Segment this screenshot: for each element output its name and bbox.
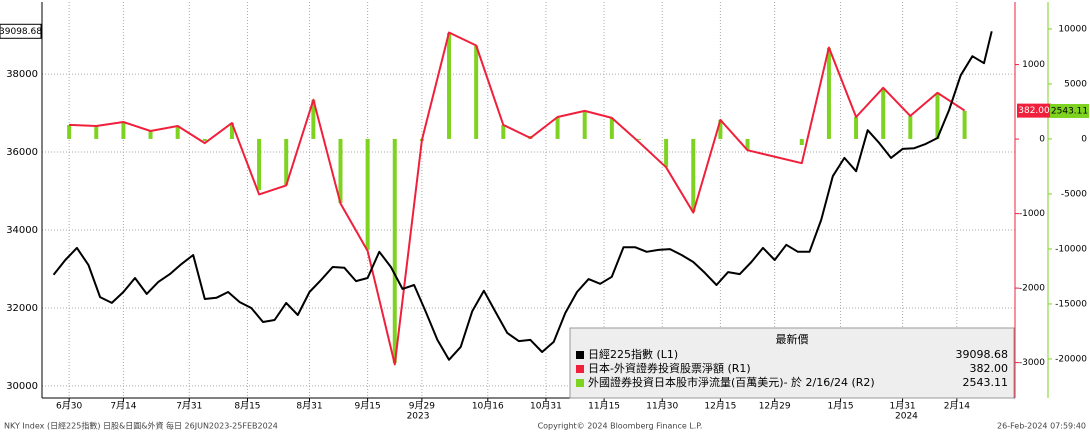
- x-tick-label: 1月15: [827, 401, 853, 412]
- y3-tick-label: 0: [1081, 134, 1087, 144]
- x-tick-label: 1月31: [889, 401, 915, 412]
- legend-swatch: [576, 351, 584, 359]
- y3-tick-label: -10000: [1055, 244, 1087, 254]
- bar: [691, 138, 696, 212]
- bar: [175, 125, 180, 139]
- bar: [392, 138, 397, 363]
- y2-tick-label: 0: [1039, 135, 1045, 145]
- bar: [311, 99, 316, 139]
- x-tick-label: 7月14: [110, 401, 136, 412]
- series-line: [69, 31, 966, 366]
- y2-tick-label: -1000: [1019, 209, 1045, 219]
- bar: [609, 117, 614, 139]
- last-value-label: 2543.11: [1051, 106, 1088, 116]
- legend-title: 最新價: [776, 332, 809, 346]
- x-tick-label: 9月15: [355, 401, 381, 412]
- footer-center: Copyright© 2024 Bloomberg Finance L.P.: [538, 422, 703, 431]
- last-value-box: [0, 23, 42, 39]
- x-tick-label: 8月31: [296, 401, 322, 412]
- bar: [121, 121, 126, 139]
- bar: [881, 87, 886, 139]
- y-tick-label: 32000: [6, 303, 38, 314]
- y3-tick-label: 10000: [1058, 24, 1087, 34]
- x-tick-label: 12月15: [704, 401, 736, 412]
- bar: [67, 124, 72, 139]
- year-label: 2024: [895, 412, 918, 422]
- last-value-label: 39098.68: [0, 27, 42, 37]
- legend-swatch: [576, 365, 584, 373]
- y-tick-label: 30000: [6, 381, 38, 392]
- bar: [365, 138, 370, 250]
- y-tick-label: 34000: [6, 225, 38, 236]
- bar: [284, 138, 289, 185]
- x-tick-label: 10月16: [472, 401, 504, 412]
- y2-tick-label: 1000: [1022, 60, 1045, 70]
- legend-box: [569, 327, 1015, 399]
- bar: [908, 115, 913, 139]
- y3-tick-label: -15000: [1055, 299, 1087, 309]
- x-tick-label: 8月15: [234, 401, 260, 412]
- bar: [338, 138, 343, 203]
- bar: [148, 130, 153, 139]
- footer-right: 26-Feb-2024 07:59:40: [997, 422, 1086, 431]
- legend-value: 39098.68: [956, 348, 1009, 361]
- x-tick-label: 10月31: [530, 401, 562, 412]
- bar: [582, 110, 587, 139]
- y2-tick-label: -2000: [1019, 284, 1045, 294]
- bar: [94, 125, 99, 139]
- legend-label: 日經225指數 (L1): [588, 347, 678, 361]
- legend-label: 日本-外資證券投資股票淨額 (R1): [588, 361, 751, 375]
- y3-tick-label: -5000: [1061, 189, 1087, 199]
- y3-tick-label: 5000: [1064, 79, 1087, 89]
- last-value-box: [1050, 103, 1089, 118]
- x-tick-label: 12月29: [759, 401, 791, 412]
- legend-swatch: [576, 379, 584, 387]
- x-tick-label: 2月14: [944, 401, 970, 412]
- footer-left: NKY Index (日經225指數) 日股&日圓&外資 每日 26JUN202…: [4, 421, 278, 431]
- bar: [257, 138, 262, 190]
- year-label: 2023: [407, 412, 430, 422]
- legend-value: 2543.11: [963, 376, 1009, 389]
- bar: [664, 138, 669, 167]
- bar: [555, 116, 560, 139]
- bar: [447, 32, 452, 139]
- series-line: [52, 31, 993, 361]
- bar: [474, 46, 479, 139]
- y2-tick-label: -3000: [1019, 358, 1045, 368]
- y-tick-label: 38000: [6, 69, 38, 80]
- bar: [799, 138, 804, 145]
- last-value-label: 382.00: [1018, 106, 1050, 116]
- bar: [854, 116, 859, 139]
- x-tick-label: 11月15: [588, 401, 620, 412]
- bar: [745, 138, 750, 150]
- y-tick-label: 36000: [6, 147, 38, 158]
- bar: [202, 138, 207, 141]
- legend-value: 382.00: [970, 362, 1009, 375]
- legend-label: 外國證券投資日本股市淨流量(百萬美元)- 於 2/16/24 (R2): [588, 375, 875, 389]
- bar: [962, 110, 967, 139]
- x-tick-label: 6月30: [56, 401, 82, 412]
- x-tick-label: 11月30: [646, 401, 678, 412]
- bar: [636, 138, 641, 140]
- bar: [501, 124, 506, 139]
- bar: [229, 123, 234, 139]
- x-tick-label: 9月29: [409, 401, 435, 412]
- x-tick-label: 7月31: [176, 401, 202, 412]
- y3-tick-label: -20000: [1055, 354, 1087, 364]
- last-value-box: [1017, 103, 1051, 118]
- bar: [935, 92, 940, 139]
- bar: [718, 119, 723, 139]
- bar: [826, 47, 831, 139]
